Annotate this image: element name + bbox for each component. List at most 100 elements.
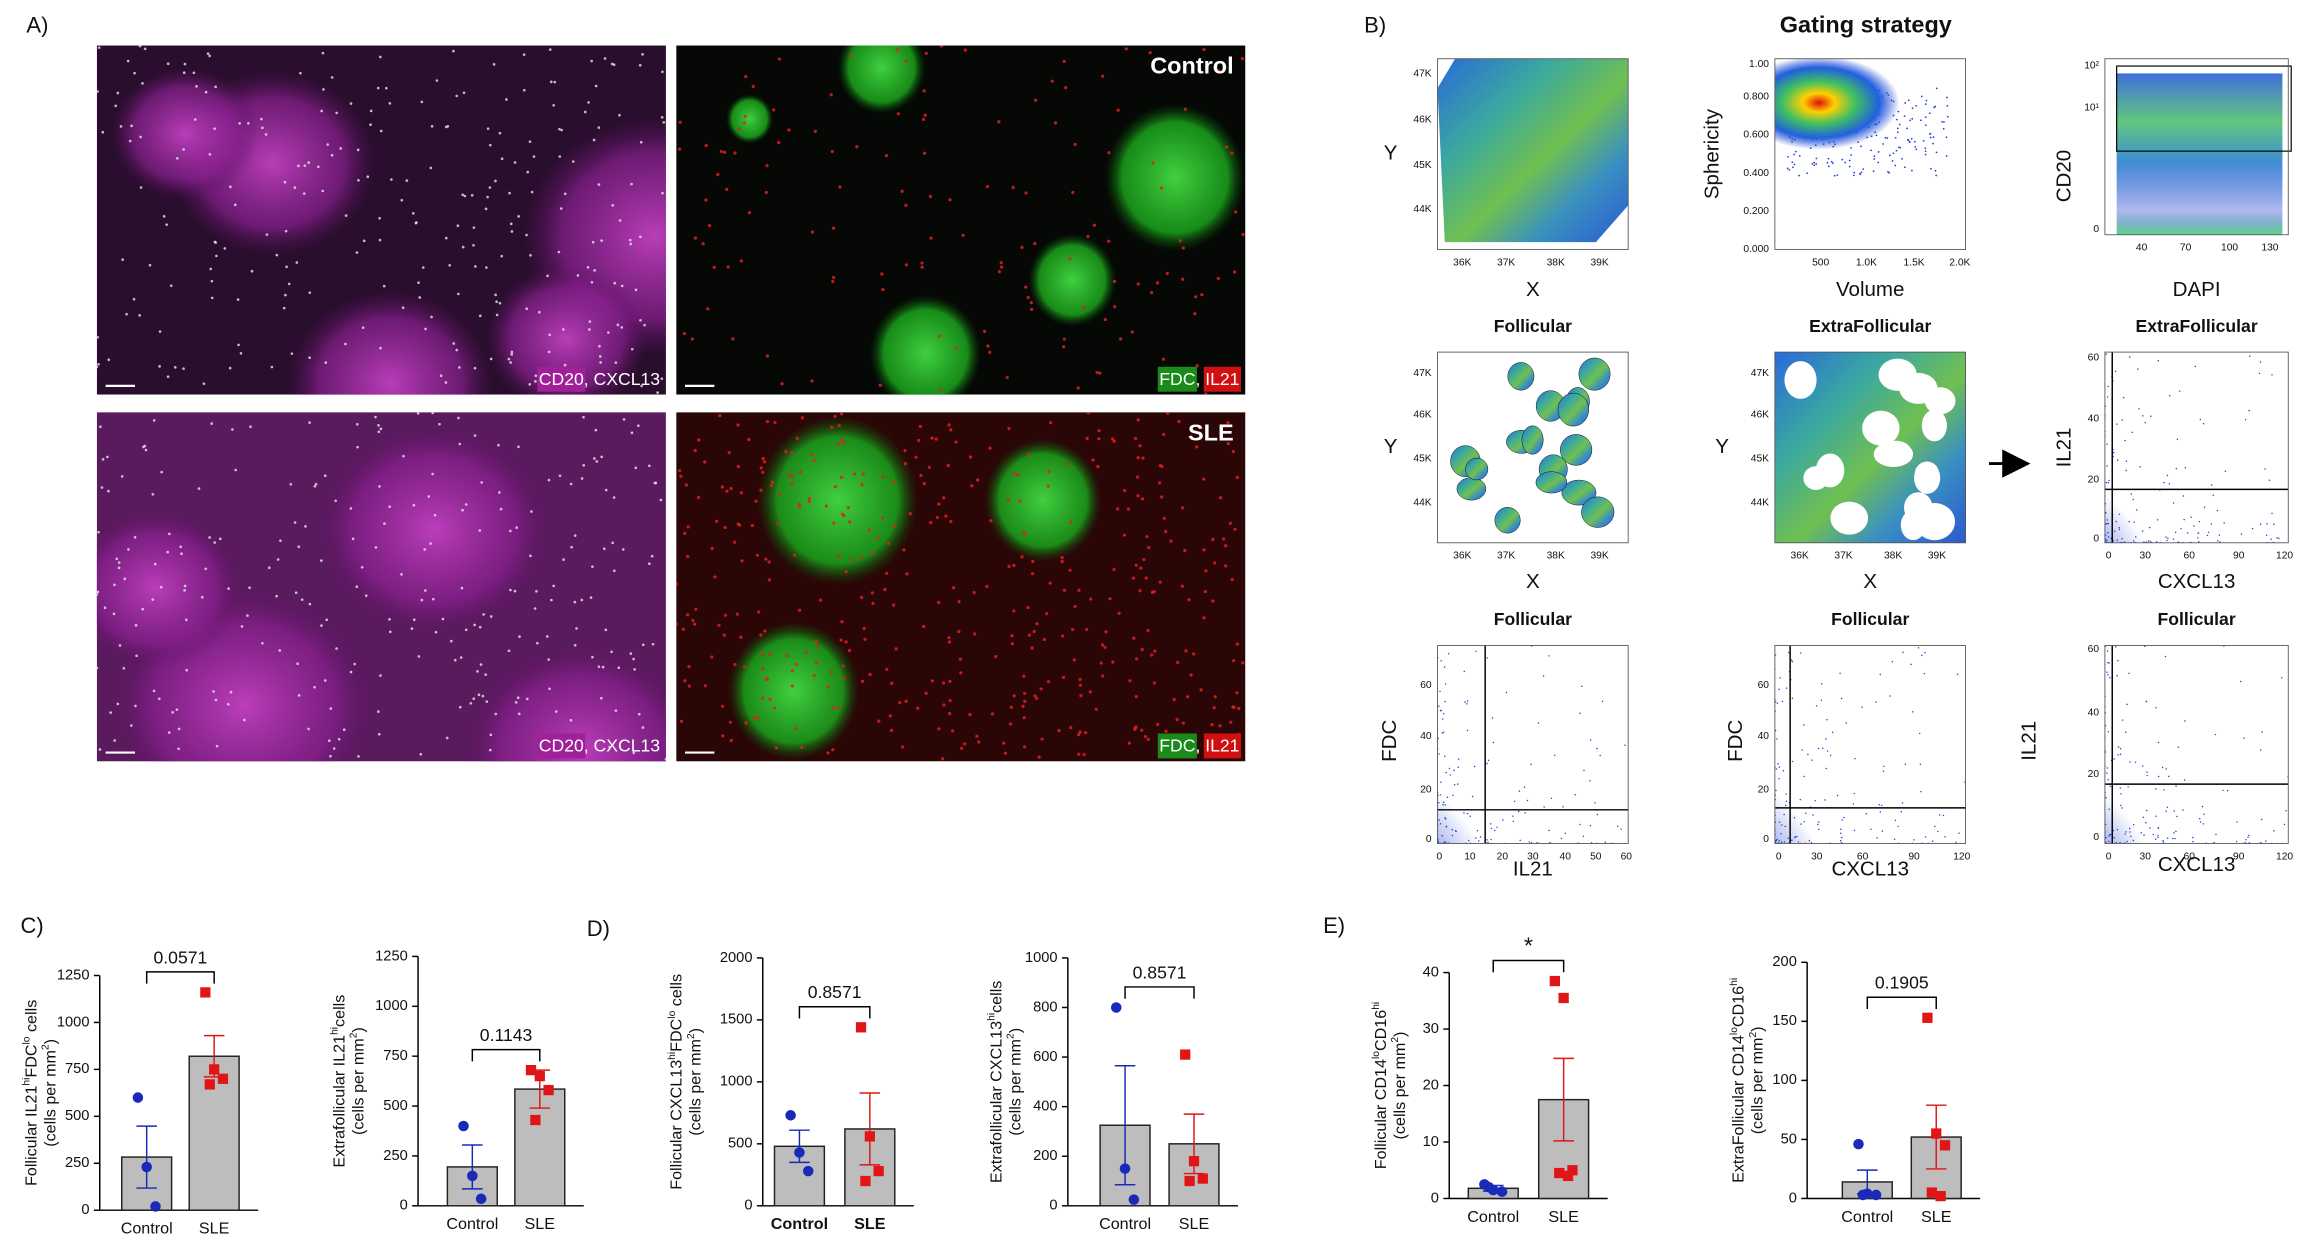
follicle-gate — [1535, 471, 1568, 494]
speck — [1027, 633, 1032, 637]
speck — [648, 464, 651, 468]
speck — [478, 625, 482, 629]
speck — [1140, 497, 1145, 501]
speck — [99, 425, 102, 429]
follicle-gate — [1561, 479, 1597, 506]
y-axis-label: Follicular IL21hiFDClo cells — [21, 1000, 40, 1186]
dot — [2105, 353, 2108, 355]
speck — [525, 307, 529, 311]
dot — [1779, 677, 1781, 679]
speck — [463, 194, 467, 198]
speck — [970, 484, 974, 488]
speck — [1151, 161, 1155, 165]
speck — [927, 465, 932, 469]
dot — [2157, 775, 2160, 778]
speck — [307, 161, 310, 164]
data-point — [1554, 1167, 1565, 1179]
dot — [1794, 150, 1797, 153]
speck — [429, 166, 433, 170]
hole — [1900, 510, 1926, 541]
speck — [513, 589, 517, 593]
dot — [1826, 161, 1829, 164]
y-tick-label: 40 — [1758, 731, 1770, 742]
speck — [563, 363, 567, 367]
y-axis-label: (cells per mm2) — [40, 1039, 59, 1147]
dot — [1776, 738, 1778, 740]
speck — [377, 710, 380, 713]
speck — [1185, 695, 1190, 699]
speck — [777, 140, 781, 145]
dot — [2138, 408, 2140, 410]
speck — [152, 689, 156, 693]
speck — [790, 474, 794, 479]
speck — [1088, 690, 1092, 694]
image-legend: FDC, IL21 — [1159, 369, 1239, 389]
x-tick-label: 39K — [1928, 551, 1946, 562]
dot — [2259, 523, 2262, 525]
image-legend: CD20, CXCL13 — [539, 369, 660, 389]
speck — [1099, 661, 1103, 665]
dot — [1942, 814, 1945, 817]
speck — [922, 481, 926, 486]
speck — [679, 719, 684, 723]
dot — [2259, 749, 2262, 751]
dot — [1920, 95, 1923, 98]
speck — [239, 351, 243, 355]
speck — [1021, 704, 1025, 708]
dot — [1464, 701, 1466, 703]
speck — [591, 240, 595, 244]
speck — [598, 344, 601, 348]
speck — [765, 419, 770, 424]
speck — [473, 434, 477, 437]
y-tick-label: 500 — [65, 1108, 89, 1124]
dot — [1894, 136, 1897, 139]
speck — [622, 418, 626, 421]
speck — [233, 203, 237, 207]
image-content — [676, 45, 1246, 395]
speck — [948, 712, 952, 716]
x-tick-label: 70 — [2180, 243, 2192, 254]
dot — [1807, 753, 1809, 756]
dot — [1791, 161, 1794, 164]
speck — [985, 584, 989, 589]
speck — [1145, 535, 1149, 539]
speck — [455, 348, 459, 352]
speck — [604, 628, 608, 632]
speck — [117, 561, 121, 564]
speck — [96, 593, 99, 596]
dot — [1898, 146, 1900, 149]
speck — [884, 153, 889, 158]
dot — [1850, 147, 1852, 149]
speck — [498, 301, 502, 305]
speck — [1082, 305, 1086, 310]
dot — [1791, 697, 1794, 700]
speck — [1006, 498, 1011, 502]
dot — [1884, 136, 1887, 139]
y-axis-label: FDC — [1378, 720, 1401, 762]
speck — [548, 333, 552, 337]
label-part: 2 — [40, 1044, 51, 1050]
speck — [601, 665, 605, 669]
dot — [1537, 722, 1540, 724]
speck — [1073, 142, 1077, 147]
speck — [240, 625, 244, 628]
speck — [485, 700, 489, 703]
speck — [598, 355, 602, 358]
speck — [683, 679, 687, 683]
density — [1437, 645, 1626, 844]
speck — [388, 505, 391, 508]
dot — [1879, 673, 1882, 676]
speck — [293, 521, 297, 524]
dot — [2217, 539, 2219, 542]
speck — [759, 488, 763, 492]
dot — [1512, 820, 1515, 823]
speck — [839, 412, 844, 416]
speck — [613, 281, 617, 285]
dot — [2172, 538, 2175, 540]
dot — [2192, 836, 2194, 839]
speck — [797, 505, 802, 509]
x-tick-label: 100 — [2221, 243, 2238, 254]
y-tick-label: 2000 — [720, 950, 753, 966]
micrograph: CD20, CXCL13 — [96, 412, 666, 762]
speck — [610, 62, 614, 66]
